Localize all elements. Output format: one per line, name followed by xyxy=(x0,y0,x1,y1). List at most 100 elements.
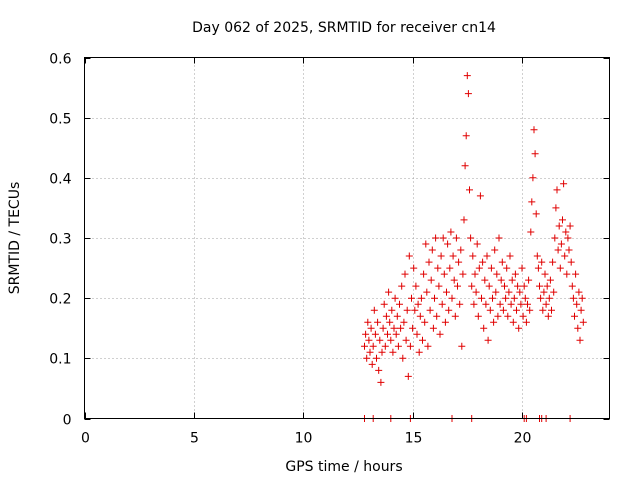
data-point xyxy=(363,354,371,362)
data-point xyxy=(505,288,513,296)
data-point xyxy=(399,354,407,362)
data-point xyxy=(484,336,492,344)
data-point xyxy=(424,342,432,350)
data-point xyxy=(510,294,518,302)
data-point xyxy=(498,258,506,266)
data-point xyxy=(479,258,487,266)
data-point xyxy=(514,282,522,290)
y-tick-label: 0.5 xyxy=(49,112,71,128)
data-point xyxy=(525,276,533,284)
data-point xyxy=(374,318,382,326)
data-point xyxy=(434,264,442,272)
data-point xyxy=(538,258,546,266)
data-point xyxy=(388,306,396,314)
data-point xyxy=(560,180,568,188)
data-point xyxy=(511,270,519,278)
data-point xyxy=(508,276,516,284)
data-point xyxy=(373,354,380,362)
chart-title: Day 062 of 2025, SRMTID for receiver cn1… xyxy=(192,20,496,36)
data-point xyxy=(497,276,505,284)
data-point xyxy=(409,324,417,332)
data-point xyxy=(467,234,475,242)
data-point xyxy=(503,264,511,272)
data-point xyxy=(469,252,477,260)
y-axis-label: SRMTID / TECUs xyxy=(7,182,23,295)
data-point xyxy=(436,330,444,338)
data-point xyxy=(482,300,490,308)
data-point xyxy=(504,312,512,320)
data-point xyxy=(571,312,578,320)
data-point xyxy=(396,300,403,308)
data-point xyxy=(460,216,468,224)
data-point xyxy=(574,324,582,332)
data-point xyxy=(561,252,569,260)
data-point xyxy=(541,270,549,278)
data-point xyxy=(496,300,504,308)
data-point xyxy=(521,294,529,302)
data-point xyxy=(423,288,431,296)
data-point xyxy=(405,252,413,260)
data-point xyxy=(464,90,472,98)
data-point xyxy=(568,282,576,290)
data-point xyxy=(364,318,372,326)
data-point xyxy=(564,234,572,242)
data-point xyxy=(478,294,485,302)
data-point xyxy=(401,270,409,278)
data-point xyxy=(428,246,436,254)
data-point xyxy=(456,300,464,308)
data-point xyxy=(400,318,408,326)
data-point xyxy=(379,324,387,332)
ticks-layer: 0 0.1 0.2 0.3 0.4 0.5 0.6 0 5 10 15 20 xyxy=(49,52,610,447)
data-point xyxy=(454,282,461,290)
data-point xyxy=(507,300,515,308)
data-point xyxy=(549,258,557,266)
y-tick-label: 0.6 xyxy=(49,52,71,68)
data-point xyxy=(578,294,586,302)
data-point xyxy=(371,330,379,338)
data-point xyxy=(569,294,577,302)
data-point xyxy=(390,324,398,332)
data-point xyxy=(553,186,561,194)
data-point xyxy=(410,264,418,272)
data-point xyxy=(501,282,508,290)
data-point xyxy=(528,198,536,206)
data-point xyxy=(366,348,374,356)
data-point xyxy=(493,270,501,278)
data-point xyxy=(565,246,573,254)
data-point xyxy=(509,318,517,326)
data-point xyxy=(548,306,555,314)
data-point xyxy=(362,330,370,338)
data-point xyxy=(470,300,478,308)
data-point xyxy=(441,318,449,326)
data-point xyxy=(466,186,473,194)
data-point xyxy=(575,288,583,296)
data-point xyxy=(427,276,435,284)
data-point xyxy=(533,252,541,260)
data-point xyxy=(462,132,470,140)
data-point xyxy=(472,288,480,296)
data-point xyxy=(406,342,414,350)
data-point xyxy=(447,228,455,236)
data-point xyxy=(391,294,399,302)
y-tick-label: 0.3 xyxy=(49,232,71,248)
data-point xyxy=(540,288,548,296)
data-point xyxy=(367,324,375,332)
data-point xyxy=(449,252,457,260)
data-point xyxy=(394,342,402,350)
data-point xyxy=(491,246,499,254)
data-point xyxy=(529,174,537,182)
x-tick-label: 5 xyxy=(190,431,199,447)
y-tick-label: 0.4 xyxy=(49,172,71,188)
data-point xyxy=(411,306,419,314)
plot-frame xyxy=(84,57,610,419)
data-point xyxy=(476,192,484,200)
data-point xyxy=(576,336,584,344)
data-point xyxy=(494,312,502,320)
data-point xyxy=(486,306,494,314)
x-tick-label: 15 xyxy=(405,431,423,447)
data-point xyxy=(432,234,440,242)
data-point xyxy=(545,294,553,302)
data-point xyxy=(532,210,540,218)
x-tick-label: 0 xyxy=(81,431,90,447)
